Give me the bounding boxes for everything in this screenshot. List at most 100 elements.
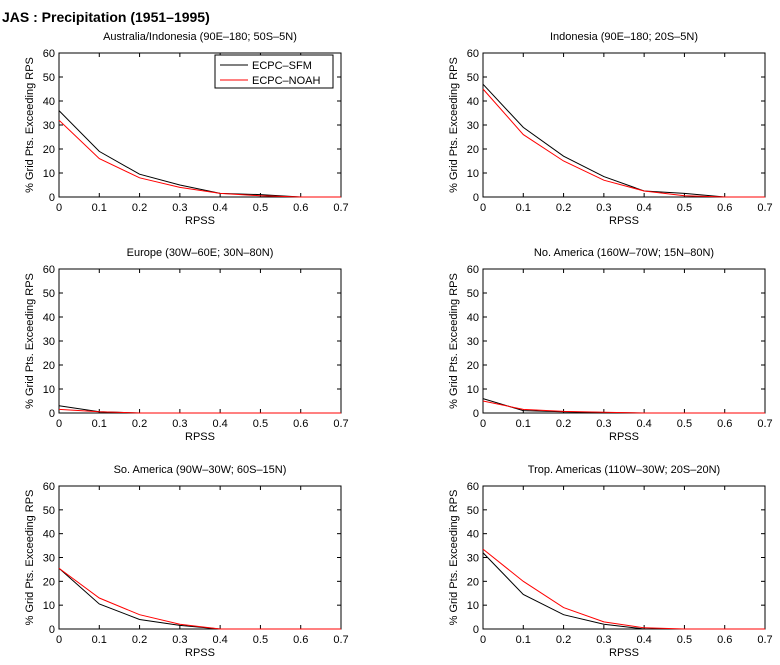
x-tick-label: 0.4 <box>212 202 227 214</box>
x-tick-label: 0.6 <box>293 202 308 214</box>
subplot-title: Europe (30W–60E; 30N–80N) <box>127 247 274 259</box>
y-tick-label: 60 <box>43 48 55 60</box>
y-tick-label: 20 <box>43 360 55 372</box>
x-tick-label: 0 <box>480 418 486 430</box>
y-tick-label: 50 <box>467 288 479 300</box>
x-tick-label: 0.5 <box>677 202 692 214</box>
y-axis-label: % Grid Pts. Exceeding RPS <box>448 490 460 626</box>
x-tick-label: 0.7 <box>757 634 772 646</box>
y-tick-label: 30 <box>43 553 55 565</box>
x-tick-label: 0.1 <box>92 634 107 646</box>
x-tick-label: 0.4 <box>636 202 651 214</box>
plot-area <box>482 52 766 198</box>
series-line-2 <box>482 548 765 630</box>
x-tick-label: 0.3 <box>596 634 611 646</box>
x-tick-label: 0.5 <box>253 202 268 214</box>
x-tick-label: 0.6 <box>717 418 732 430</box>
x-tick-label: 0.6 <box>293 634 308 646</box>
y-axis-label: % Grid Pts. Exceeding RPS <box>24 273 36 409</box>
y-axis-label: % Grid Pts. Exceeding RPS <box>448 273 460 409</box>
y-axis-label: % Grid Pts. Exceeding RPS <box>24 490 36 626</box>
y-tick-label: 50 <box>43 505 55 517</box>
y-tick-label: 10 <box>43 168 55 180</box>
x-tick-label: 0.5 <box>253 418 268 430</box>
series-line-2 <box>58 567 341 630</box>
y-tick-label: 60 <box>43 264 55 276</box>
subplot-title: No. America (160W–70W; 15N–80N) <box>534 247 714 259</box>
subplot-title: Indonesia (90E–180; 20S–5N) <box>550 31 698 43</box>
y-tick-label: 20 <box>43 576 55 588</box>
subplot-2: 0 0.1 0.2 0.3 0.4 0.5 0.6 0.7 0 10 20 30 40 50 60 Indon… <box>448 31 773 227</box>
y-axis-label: % Grid Pts. Exceeding RPS <box>24 57 36 193</box>
x-tick-label: 0.2 <box>556 634 571 646</box>
y-tick-label: 60 <box>43 481 55 493</box>
x-tick-label: 0.6 <box>717 202 732 214</box>
y-tick-label: 0 <box>49 624 55 636</box>
x-tick-label: 0.5 <box>677 418 692 430</box>
series-line-2 <box>482 400 765 414</box>
x-tick-label: 0.4 <box>636 418 651 430</box>
x-axis-label: RPSS <box>185 647 215 659</box>
x-tick-label: 0.5 <box>677 634 692 646</box>
y-tick-label: 40 <box>467 96 479 108</box>
y-tick-label: 0 <box>473 624 479 636</box>
plot-area <box>482 485 766 630</box>
x-axis-label: RPSS <box>185 431 215 443</box>
plot-area <box>58 268 342 414</box>
y-tick-label: 30 <box>43 336 55 348</box>
x-tick-label: 0.2 <box>132 634 147 646</box>
y-tick-label: 10 <box>467 384 479 396</box>
y-tick-label: 30 <box>43 120 55 132</box>
y-tick-label: 30 <box>467 336 479 348</box>
x-axis-label: RPSS <box>609 431 639 443</box>
x-tick-label: 0.4 <box>212 418 227 430</box>
legend-box <box>214 54 334 89</box>
x-axis-label: RPSS <box>609 215 639 227</box>
x-tick-label: 0.3 <box>596 418 611 430</box>
x-tick-label: 0.1 <box>516 202 531 214</box>
x-tick-label: 0.3 <box>596 202 611 214</box>
x-axis-label: RPSS <box>609 647 639 659</box>
y-tick-label: 60 <box>467 481 479 493</box>
subplot-title: Australia/Indonesia (90E–180; 50S–5N) <box>103 31 297 43</box>
subplot-4: 0 0.1 0.2 0.3 0.4 0.5 0.6 0.7 0 10 20 30 40 50 60 No. A… <box>448 247 773 443</box>
x-tick-label: 0.5 <box>253 634 268 646</box>
x-tick-label: 0.3 <box>172 634 187 646</box>
plot-area <box>58 485 342 630</box>
y-tick-label: 40 <box>467 529 479 541</box>
y-tick-label: 10 <box>467 168 479 180</box>
y-tick-label: 60 <box>467 48 479 60</box>
y-tick-label: 10 <box>43 384 55 396</box>
y-tick-label: 50 <box>43 288 55 300</box>
subplot-3: 0 0.1 0.2 0.3 0.4 0.5 0.6 0.7 0 10 20 30 40 50 60 Europ… <box>24 247 349 443</box>
x-tick-label: 0.1 <box>516 634 531 646</box>
legend-label-1: ECPC–SFM <box>252 60 312 72</box>
x-tick-label: 0.7 <box>333 202 348 214</box>
y-tick-label: 20 <box>467 360 479 372</box>
x-tick-label: 0 <box>56 418 62 430</box>
subplot-6: 0 0.1 0.2 0.3 0.4 0.5 0.6 0.7 0 10 20 30 40 50 60 Trop.… <box>448 464 773 659</box>
y-tick-label: 40 <box>467 312 479 324</box>
y-tick-label: 20 <box>43 144 55 156</box>
y-axis-label: % Grid Pts. Exceeding RPS <box>448 57 460 193</box>
x-tick-label: 0.7 <box>333 634 348 646</box>
y-tick-label: 0 <box>473 192 479 204</box>
y-tick-label: 40 <box>43 96 55 108</box>
x-tick-label: 0.1 <box>92 418 107 430</box>
x-tick-label: 0 <box>56 202 62 214</box>
x-tick-label: 0.2 <box>556 202 571 214</box>
y-tick-label: 20 <box>467 144 479 156</box>
y-tick-label: 60 <box>467 264 479 276</box>
x-tick-label: 0.7 <box>333 418 348 430</box>
y-tick-label: 50 <box>467 72 479 84</box>
x-tick-label: 0.7 <box>757 202 772 214</box>
x-tick-label: 0.2 <box>556 418 571 430</box>
x-tick-label: 0.6 <box>293 418 308 430</box>
y-tick-label: 50 <box>43 72 55 84</box>
y-tick-label: 0 <box>49 408 55 420</box>
y-tick-label: 10 <box>43 600 55 612</box>
y-tick-label: 0 <box>473 408 479 420</box>
plot-area <box>482 268 766 414</box>
y-tick-label: 30 <box>467 553 479 565</box>
